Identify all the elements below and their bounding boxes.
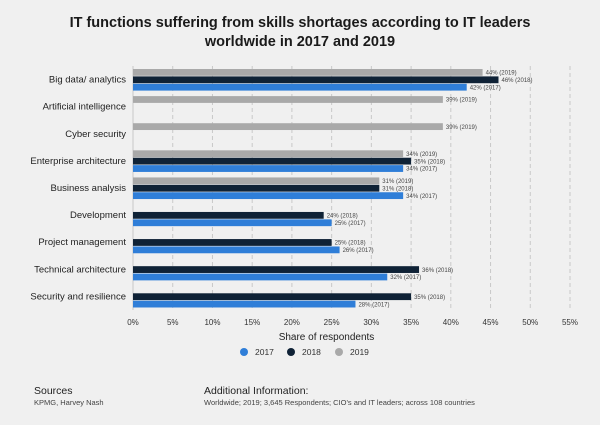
category-label: Enterprise architecture [30, 156, 126, 167]
sources-block: Sources KPMG, Harvey Nash [34, 385, 104, 407]
bar [133, 157, 412, 165]
data-label: 32% (2017) [390, 275, 421, 281]
legend-marker [335, 348, 343, 356]
additional-info-heading: Additional Information: [204, 385, 309, 397]
bar [133, 246, 340, 254]
data-label: 35% (2018) [414, 159, 445, 165]
x-tick-label: 55% [562, 318, 578, 327]
bar [133, 150, 404, 158]
legend-marker [287, 348, 295, 356]
x-tick-label: 0% [127, 318, 139, 327]
chart-title: IT functions suffering from skills short… [69, 15, 531, 50]
data-label: 44% (2019) [486, 71, 517, 77]
bar [133, 76, 499, 84]
data-label: 39% (2019) [446, 125, 477, 131]
bar [133, 192, 404, 200]
x-tick-label: 20% [284, 318, 300, 327]
data-label: 24% (2018) [327, 214, 358, 220]
legend-label: 2019 [350, 347, 369, 357]
data-label: 34% (2017) [406, 167, 437, 173]
bar [133, 96, 443, 103]
sources-text: KPMG, Harvey Nash [34, 398, 104, 407]
x-tick-label: 15% [244, 318, 260, 327]
category-label: Artificial intelligence [43, 102, 126, 113]
additional-info-text: Worldwide; 2019; 3,645 Respondents; CIO'… [204, 398, 475, 407]
x-tick-label: 30% [363, 318, 379, 327]
category-label: Project management [38, 237, 126, 248]
x-tick-label: 45% [483, 318, 499, 327]
sources-heading: Sources [34, 385, 73, 397]
data-label: 28% (2017) [358, 302, 389, 308]
data-label: 31% (2019) [382, 179, 413, 185]
x-axis-title: Share of respondents [279, 332, 375, 343]
additional-info-block: Additional Information: Worldwide; 2019;… [204, 385, 475, 407]
x-tick-label: 25% [324, 318, 340, 327]
data-label: 39% (2019) [446, 98, 477, 104]
data-label: 25% (2018) [335, 241, 366, 247]
data-label: 42% (2017) [470, 85, 501, 91]
bar [133, 239, 332, 246]
bar [133, 177, 380, 185]
bar [133, 69, 483, 76]
data-label: 31% (2018) [382, 186, 413, 192]
data-label: 35% (2018) [414, 295, 445, 301]
bar [133, 211, 324, 219]
legend-label: 2017 [255, 347, 274, 357]
data-label: 26% (2017) [343, 248, 374, 254]
bar [133, 300, 356, 308]
bar [133, 273, 388, 281]
category-label: Cyber security [65, 129, 126, 140]
data-label: 34% (2017) [406, 194, 437, 200]
category-label: Security and resilience [30, 291, 126, 302]
bar [133, 123, 443, 131]
bar [133, 165, 404, 172]
x-tick-label: 5% [167, 318, 179, 327]
bar [133, 83, 467, 91]
bar [133, 293, 412, 301]
bar [133, 266, 420, 273]
x-tick-label: 35% [403, 318, 419, 327]
category-label: Technical architecture [34, 264, 126, 275]
bar [133, 219, 332, 227]
x-tick-label: 40% [443, 318, 459, 327]
data-label: 36% (2018) [422, 268, 453, 274]
x-tick-label: 10% [204, 318, 220, 327]
category-label: Development [70, 210, 126, 221]
bar [133, 184, 380, 192]
category-label: Business analysis [50, 183, 126, 194]
legend-label: 2018 [302, 347, 321, 357]
data-label: 46% (2018) [501, 78, 532, 84]
x-tick-label: 50% [522, 318, 538, 327]
data-label: 25% (2017) [335, 221, 366, 227]
legend-marker [240, 348, 248, 356]
data-label: 34% (2019) [406, 152, 437, 158]
category-label: Big data/ analytics [49, 75, 126, 86]
